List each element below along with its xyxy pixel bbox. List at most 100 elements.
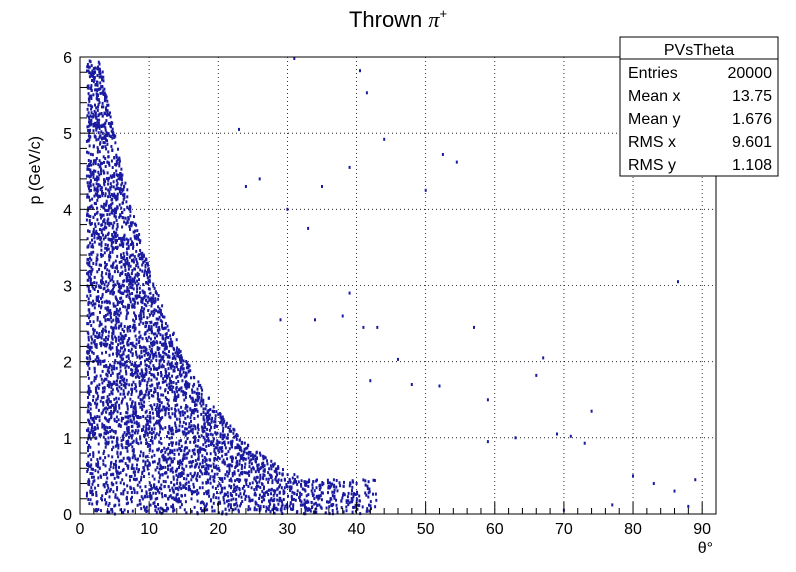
data-point [134, 281, 137, 285]
data-point [319, 494, 322, 498]
data-point [91, 493, 94, 497]
data-point [196, 395, 199, 399]
data-point [90, 486, 93, 490]
data-point [141, 497, 144, 501]
data-point [164, 368, 167, 371]
data-point [252, 457, 255, 461]
data-point [87, 396, 89, 399]
data-point [139, 256, 142, 260]
data-point [135, 249, 138, 253]
data-point [181, 458, 184, 462]
data-point [154, 390, 157, 393]
data-point [108, 258, 111, 262]
data-point [117, 475, 120, 479]
data-point [131, 429, 134, 433]
data-point [213, 458, 216, 462]
data-point [203, 418, 206, 422]
data-point [146, 300, 149, 304]
data-point [96, 253, 99, 257]
data-point [180, 358, 183, 362]
data-point [125, 378, 128, 382]
data-point [117, 352, 120, 356]
data-point [89, 104, 92, 108]
data-point [258, 467, 261, 471]
data-point [232, 490, 235, 494]
data-point [152, 460, 154, 464]
data-point [320, 491, 323, 495]
data-point [112, 304, 115, 308]
data-point [348, 501, 351, 505]
data-point [103, 359, 106, 363]
data-point-outlier [556, 432, 558, 436]
data-point [176, 346, 179, 350]
data-point [352, 505, 355, 509]
data-point [175, 385, 178, 389]
data-point [101, 276, 104, 280]
data-point [99, 306, 102, 310]
data-point [287, 494, 289, 498]
data-point [156, 496, 159, 500]
data-point [93, 201, 96, 205]
data-point [168, 404, 170, 408]
data-point [138, 364, 141, 368]
data-point [169, 451, 171, 455]
data-point [99, 87, 102, 91]
data-point [285, 503, 288, 507]
data-point [116, 254, 119, 258]
data-point [185, 511, 188, 515]
data-point [116, 266, 119, 270]
data-point [107, 281, 110, 285]
data-point [102, 386, 104, 390]
x-tick-label: 70 [555, 521, 573, 538]
data-point [131, 383, 133, 387]
data-point [89, 71, 92, 75]
data-point [110, 241, 113, 245]
data-point [117, 418, 120, 422]
data-point [102, 213, 105, 217]
data-point [108, 206, 111, 210]
data-point [159, 486, 161, 490]
data-point [86, 351, 89, 355]
data-point [137, 235, 140, 239]
data-point [133, 491, 136, 494]
data-point [110, 403, 113, 407]
data-point [108, 311, 111, 315]
data-point [87, 461, 90, 465]
data-point [129, 350, 132, 354]
data-point [183, 447, 186, 451]
data-point [91, 482, 94, 486]
data-point [290, 495, 293, 499]
data-point [172, 380, 175, 384]
data-point [89, 390, 92, 393]
data-point [145, 368, 148, 372]
data-point [90, 269, 93, 273]
data-point [134, 314, 137, 318]
data-point [173, 396, 176, 400]
data-point [94, 344, 97, 348]
data-point [116, 192, 119, 196]
data-point [157, 471, 160, 475]
data-point [167, 485, 170, 488]
data-point [104, 194, 107, 198]
data-point [92, 398, 94, 402]
data-point [126, 429, 129, 433]
data-point [90, 272, 93, 276]
data-point [177, 353, 179, 357]
data-point [211, 442, 214, 446]
data-point [242, 453, 245, 457]
data-point [179, 420, 182, 424]
chart-title: Thrown π+ [349, 6, 447, 32]
data-point [158, 362, 161, 366]
data-point [179, 505, 182, 509]
data-point [110, 289, 113, 293]
data-point [124, 262, 127, 266]
data-point [158, 404, 161, 407]
data-point [116, 233, 119, 237]
data-point [161, 304, 164, 308]
data-point [280, 486, 283, 490]
data-point [96, 108, 99, 112]
data-point [158, 365, 161, 369]
data-point [174, 393, 177, 397]
data-point [176, 429, 179, 433]
data-point [286, 473, 289, 477]
